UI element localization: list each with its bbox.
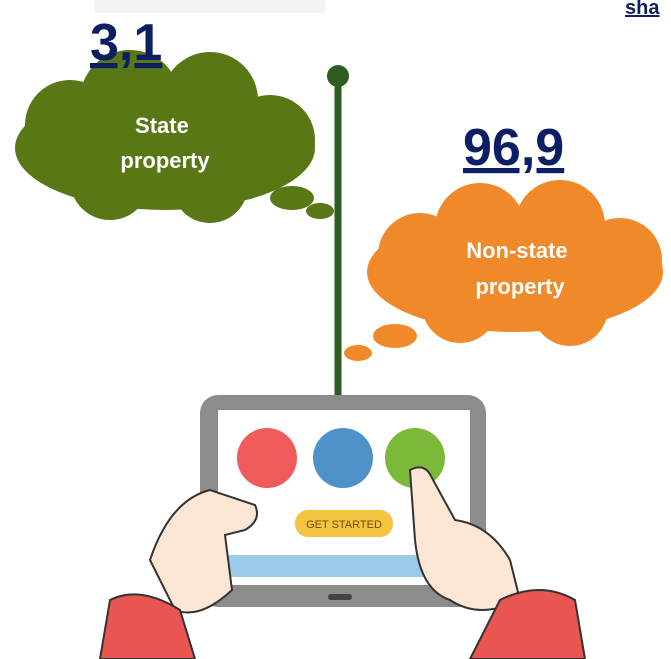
corner-text: sha — [625, 0, 660, 19]
icon-atom — [237, 428, 297, 488]
right-hand — [410, 467, 585, 659]
page: sha State property 3,1 Non-state propert… — [0, 0, 671, 659]
pole-knob — [327, 65, 349, 87]
infographic: sha State property 3,1 Non-state propert… — [0, 0, 671, 659]
state-value: 3,1 — [90, 14, 162, 72]
home-button — [328, 594, 352, 600]
icon-graduation — [313, 428, 373, 488]
button-label: GET STARTED — [306, 519, 382, 531]
non-state-value: 96,9 — [463, 119, 564, 177]
non-state-cloud — [344, 180, 663, 361]
grey-strip — [95, 0, 325, 13]
